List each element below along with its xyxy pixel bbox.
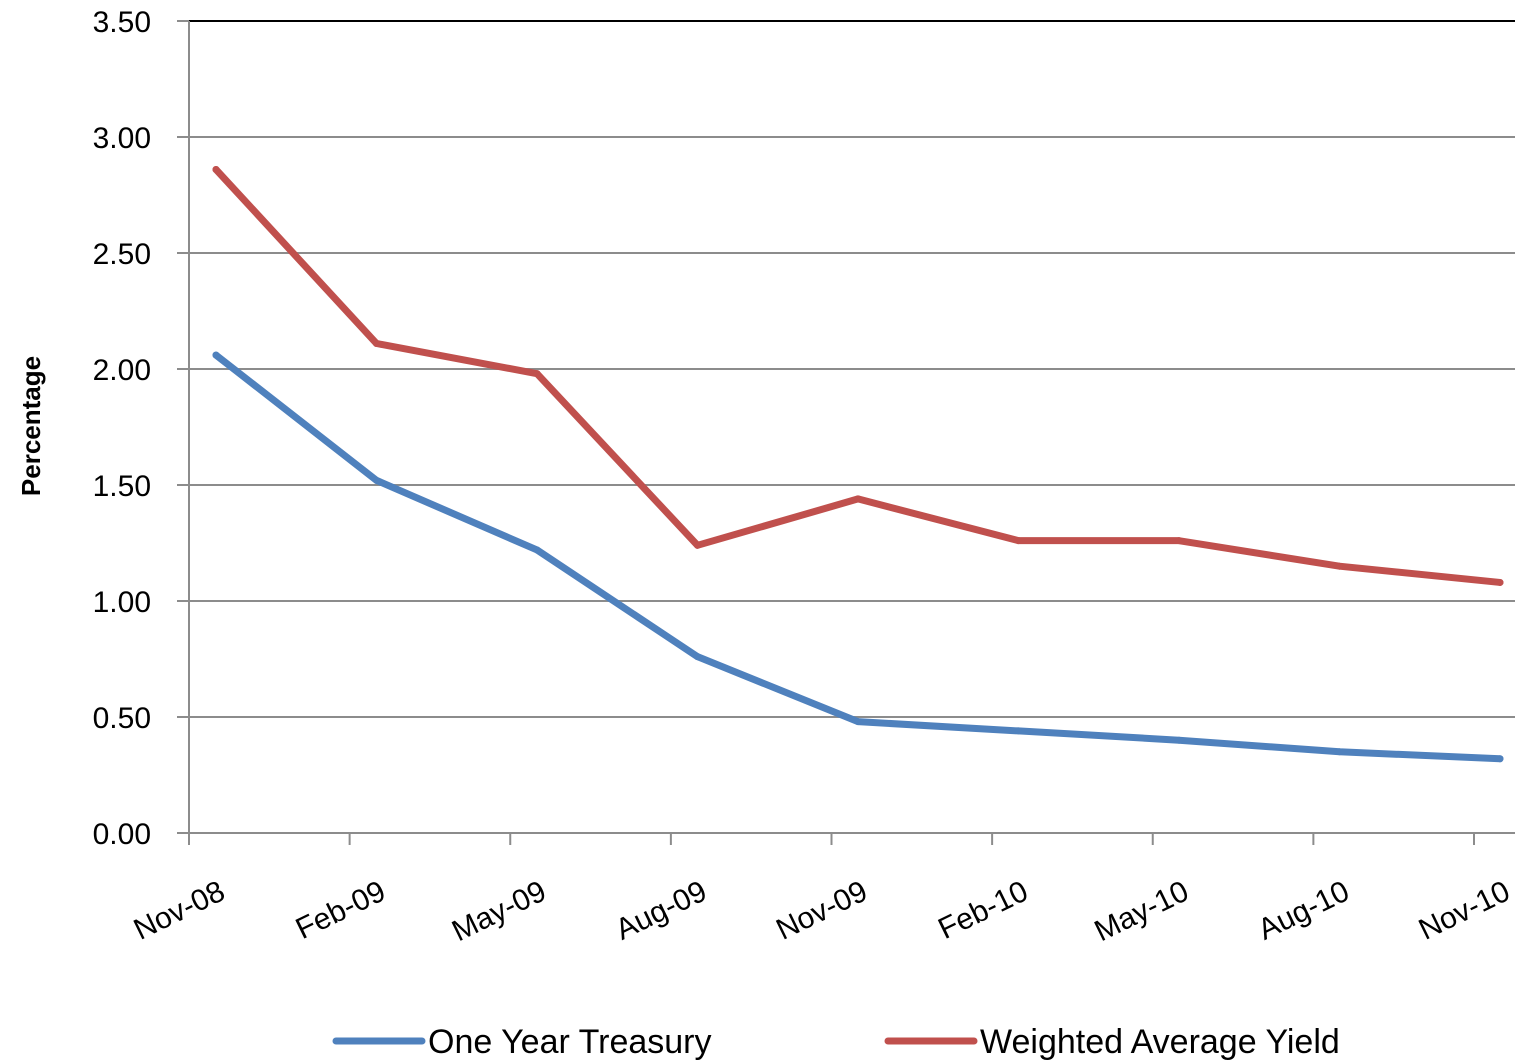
data-point (373, 339, 380, 347)
y-tick-label: 1.00 (93, 586, 151, 619)
y-tick-label: 1.50 (93, 470, 151, 503)
data-point (212, 351, 220, 359)
data-point (1496, 578, 1504, 586)
data-point (694, 541, 701, 549)
series-line (212, 351, 1504, 763)
axes (188, 21, 1515, 834)
data-point (533, 370, 541, 378)
y-axis-title: Percentage (16, 356, 46, 496)
y-tick-label: 3.50 (93, 6, 151, 39)
data-point (533, 546, 541, 554)
data-point (1496, 755, 1504, 763)
y-tick-label: 0.00 (93, 818, 151, 851)
legend-label: Weighted Average Yield (980, 1023, 1340, 1061)
data-point (1336, 562, 1343, 570)
x-axis-ticks: Nov-08 Feb-09 May-09 Aug-09 Nov-09 Feb-10 May-… (129, 833, 1515, 948)
x-tick-label: May-10 (1089, 875, 1193, 949)
y-tick-label: 0.50 (93, 702, 151, 735)
data-point (212, 165, 220, 173)
x-tick-label: Aug-09 (611, 875, 712, 947)
x-tick-label: Feb-09 (291, 875, 391, 946)
gridlines (189, 20, 1515, 718)
x-tick-label: May-09 (447, 875, 551, 949)
series-lines (212, 165, 1504, 763)
x-tick-label: Nov-09 (771, 875, 872, 947)
y-tick-label: 3.00 (93, 122, 151, 155)
legend-label: One Year Treasury (428, 1023, 712, 1061)
data-point (1015, 537, 1022, 545)
x-tick-label: Aug-10 (1253, 875, 1354, 947)
x-tick-label: Nov-10 (1414, 875, 1515, 947)
data-point (854, 718, 862, 726)
data-point (1175, 537, 1183, 545)
data-point (1336, 748, 1343, 756)
data-point (1015, 727, 1022, 735)
legend: One Year Treasury Weighted Average Yield (332, 1023, 1340, 1061)
x-tick-label: Nov-08 (129, 875, 230, 947)
series-line (212, 165, 1504, 586)
data-point (1175, 736, 1183, 744)
x-tick-label: Feb-10 (933, 875, 1033, 946)
y-tick-label: 2.00 (93, 354, 151, 387)
data-point (854, 495, 862, 503)
data-point (694, 653, 701, 661)
y-axis-ticks: 0.00 0.50 1.00 1.50 2.00 2.50 3.00 3.50 (93, 6, 189, 851)
data-point (373, 476, 380, 484)
y-tick-label: 2.50 (93, 238, 151, 271)
